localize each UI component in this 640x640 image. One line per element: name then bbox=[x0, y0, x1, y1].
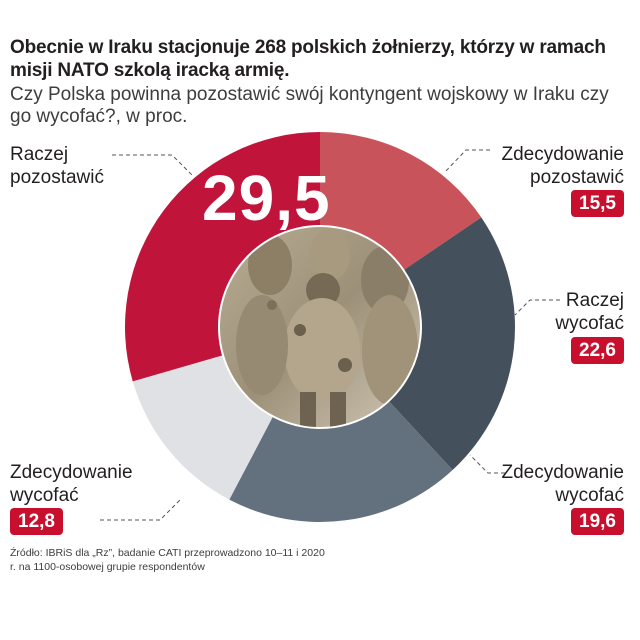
soldiers-photo bbox=[220, 227, 420, 427]
leader-zdecydowanie-wycofac-right bbox=[469, 454, 505, 474]
donut-slices bbox=[124, 131, 515, 522]
slice-label-zdecydowanie-pozostawic: Zdecydowanie pozostawić bbox=[501, 144, 624, 188]
slice-raczej-wycofac bbox=[389, 217, 515, 470]
value-label-raczej-pozostawic: 29,5 bbox=[202, 162, 331, 234]
value-badge-zdecydowanie-wycofac-left: 12,8 bbox=[10, 508, 63, 535]
value-badge-zdecydowanie-wycofac-right: 19,6 bbox=[571, 508, 624, 535]
slice-raczej-pozostawic bbox=[124, 131, 320, 382]
leader-zdecydowanie-pozostawic bbox=[443, 149, 490, 174]
slice-label-zdecydowanie-wycofac-right: Zdecydowanie wycofać bbox=[501, 462, 624, 506]
leader-raczej-pozostawic bbox=[112, 154, 193, 176]
slice-zdecydowanie-wycofac-right bbox=[229, 401, 453, 522]
label-leader-lines bbox=[100, 149, 560, 521]
slice-label-raczej-pozostawic: Raczej pozostawić bbox=[10, 144, 104, 188]
slice-label-zdecydowanie-wycofac-left: Zdecydowanie wycofać bbox=[10, 462, 133, 506]
slice-zdecydowanie-pozostawic bbox=[320, 132, 482, 270]
value-badge-zdecydowanie-pozostawic: 15,5 bbox=[571, 190, 624, 217]
chart-title: Obecnie w Iraku stacjonuje 268 polskich … bbox=[10, 37, 606, 81]
chart-subtitle: Czy Polska powinna pozostawić swój konty… bbox=[10, 84, 609, 127]
slice-zdecydowanie-wycofac-left bbox=[132, 355, 273, 500]
slice-label-raczej-wycofac: Raczej wycofać bbox=[555, 290, 624, 334]
leader-raczej-wycofac bbox=[514, 299, 560, 316]
source-note: Źródło: IBRiS dla „Rz”, badanie CATI prz… bbox=[10, 547, 325, 573]
value-badge-raczej-wycofac: 22,6 bbox=[571, 337, 624, 364]
leader-zdecydowanie-wycofac-left bbox=[100, 499, 181, 521]
